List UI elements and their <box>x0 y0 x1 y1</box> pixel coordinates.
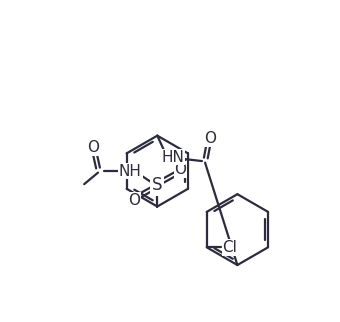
Text: O: O <box>128 193 140 208</box>
Text: O: O <box>204 131 216 146</box>
Text: O: O <box>87 140 99 156</box>
Text: S: S <box>152 176 163 194</box>
Text: HN: HN <box>161 150 184 165</box>
Text: NH: NH <box>119 164 142 179</box>
Text: Cl: Cl <box>222 240 237 255</box>
Text: O: O <box>174 162 186 177</box>
